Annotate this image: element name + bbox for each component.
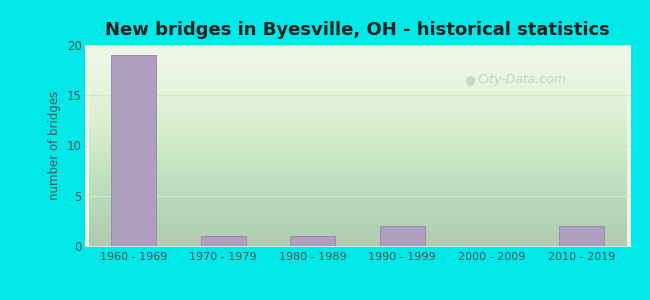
Bar [380,226,424,246]
Text: New bridges in Byesville, OH - historical statistics: New bridges in Byesville, OH - historica… [105,21,610,39]
Text: ●: ● [464,73,475,86]
Y-axis label: number of bridges: number of bridges [48,91,61,200]
Text: City-Data.com: City-Data.com [478,73,567,86]
Bar [291,236,335,246]
Bar [201,236,246,246]
Bar [559,226,604,246]
Bar [111,55,156,246]
